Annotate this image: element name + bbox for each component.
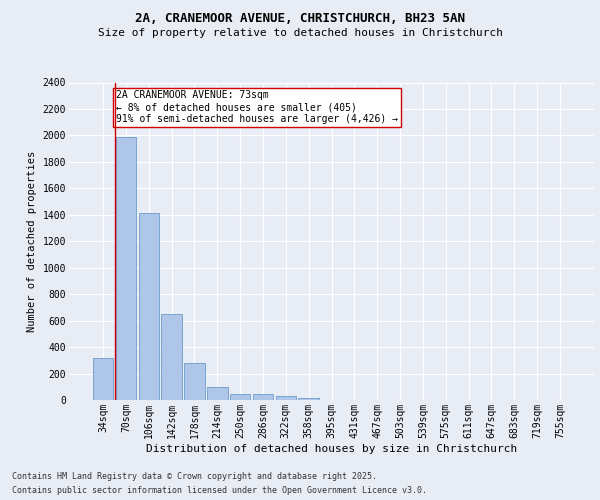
Bar — [253, 394, 273, 400]
Bar — [298, 398, 319, 400]
Text: Contains HM Land Registry data © Crown copyright and database right 2025.: Contains HM Land Registry data © Crown c… — [12, 472, 377, 481]
Bar — [139, 213, 159, 400]
Text: 2A CRANEMOOR AVENUE: 73sqm
← 8% of detached houses are smaller (405)
91% of semi: 2A CRANEMOOR AVENUE: 73sqm ← 8% of detac… — [116, 90, 398, 124]
Bar — [207, 387, 227, 400]
Bar — [116, 138, 136, 400]
Bar — [93, 358, 113, 400]
Bar — [230, 394, 250, 400]
Bar — [275, 396, 296, 400]
X-axis label: Distribution of detached houses by size in Christchurch: Distribution of detached houses by size … — [146, 444, 517, 454]
Text: Size of property relative to detached houses in Christchurch: Size of property relative to detached ho… — [97, 28, 503, 38]
Text: 2A, CRANEMOOR AVENUE, CHRISTCHURCH, BH23 5AN: 2A, CRANEMOOR AVENUE, CHRISTCHURCH, BH23… — [135, 12, 465, 26]
Bar — [161, 314, 182, 400]
Bar — [184, 363, 205, 400]
Text: Contains public sector information licensed under the Open Government Licence v3: Contains public sector information licen… — [12, 486, 427, 495]
Y-axis label: Number of detached properties: Number of detached properties — [27, 150, 37, 332]
